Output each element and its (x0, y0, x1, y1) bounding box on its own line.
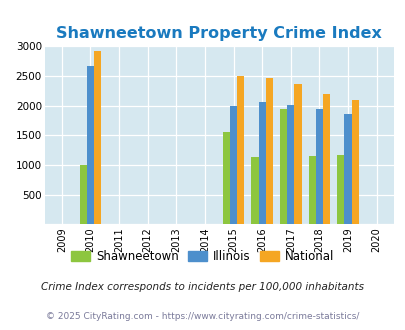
Bar (337, 155, 343, 224)
Bar (279, 109, 286, 224)
Bar (343, 114, 351, 224)
Bar (79, 165, 87, 224)
Text: Crime Index corresponds to incidents per 100,000 inhabitants: Crime Index corresponds to incidents per… (41, 282, 364, 292)
Bar (94, 51, 101, 224)
Bar (251, 157, 258, 224)
Bar (315, 109, 322, 224)
Bar (351, 100, 358, 224)
Bar (308, 156, 315, 224)
Text: © 2025 CityRating.com - https://www.cityrating.com/crime-statistics/: © 2025 CityRating.com - https://www.city… (46, 312, 359, 321)
Bar (237, 76, 244, 224)
Bar (87, 66, 94, 224)
Title: Shawneetown Property Crime Index: Shawneetown Property Crime Index (56, 26, 381, 41)
Bar (294, 84, 301, 224)
Bar (286, 105, 294, 224)
Bar (322, 94, 329, 224)
Bar (265, 78, 272, 224)
Bar (222, 132, 229, 224)
Bar (229, 106, 237, 224)
Legend: Shawneetown, Illinois, National: Shawneetown, Illinois, National (66, 245, 339, 268)
Bar (258, 102, 265, 224)
